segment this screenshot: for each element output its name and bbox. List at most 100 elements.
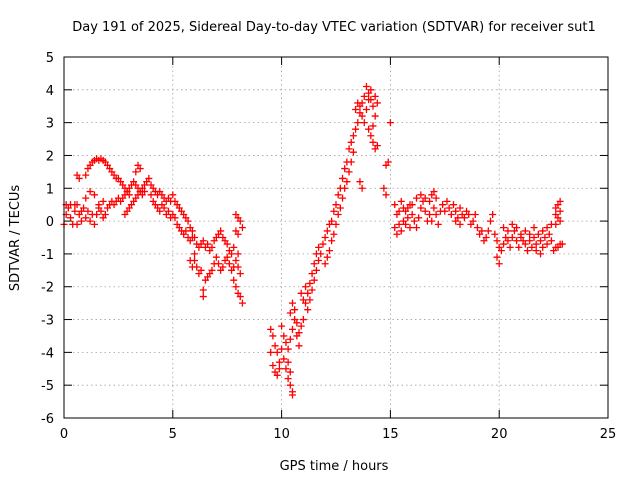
data-point xyxy=(236,293,244,301)
data-point xyxy=(341,165,349,173)
data-point xyxy=(97,207,105,215)
data-point xyxy=(75,174,83,182)
data-point xyxy=(295,342,303,350)
data-point xyxy=(332,201,340,209)
data-point xyxy=(541,234,549,241)
data-point xyxy=(267,325,275,333)
data-point xyxy=(282,339,290,347)
data-point xyxy=(90,191,98,199)
data-point xyxy=(367,132,375,140)
data-point xyxy=(352,125,360,133)
data-point xyxy=(530,224,538,232)
data-point xyxy=(408,201,416,209)
data-point xyxy=(393,230,401,238)
data-point xyxy=(86,188,94,196)
data-point xyxy=(526,237,534,245)
data-point xyxy=(362,83,370,91)
data-point xyxy=(373,99,381,107)
y-tick-label: 4 xyxy=(46,84,54,99)
data-point xyxy=(77,217,85,225)
data-point xyxy=(330,207,338,215)
data-point xyxy=(537,237,545,245)
data-point xyxy=(299,316,307,324)
data-point xyxy=(439,201,447,209)
data-point xyxy=(347,158,355,166)
data-point xyxy=(526,230,534,238)
data-point xyxy=(295,329,303,337)
data-point xyxy=(491,230,499,238)
data-point xyxy=(545,230,553,238)
data-point xyxy=(306,296,314,304)
data-point xyxy=(286,368,294,376)
data-point xyxy=(188,227,196,235)
data-point xyxy=(365,125,373,133)
data-point xyxy=(508,220,516,228)
data-point xyxy=(297,322,305,330)
data-point xyxy=(371,92,379,100)
data-point xyxy=(82,194,90,202)
data-point xyxy=(291,306,299,314)
data-point xyxy=(286,309,294,317)
data-point xyxy=(269,332,277,340)
data-point xyxy=(191,234,199,241)
data-point xyxy=(234,263,242,271)
data-point xyxy=(199,237,207,245)
data-point xyxy=(77,207,85,215)
data-point xyxy=(360,119,368,127)
data-point xyxy=(415,214,423,222)
data-point xyxy=(212,253,220,261)
data-point xyxy=(182,227,190,235)
data-point xyxy=(282,365,290,373)
data-point xyxy=(280,355,288,363)
data-point xyxy=(286,381,294,389)
data-point xyxy=(367,96,375,104)
data-point xyxy=(321,234,329,241)
data-point xyxy=(360,92,368,100)
data-point xyxy=(441,207,449,215)
data-point xyxy=(421,194,429,202)
plot-border xyxy=(63,56,609,419)
data-point xyxy=(319,240,327,248)
data-point xyxy=(547,237,555,245)
data-point xyxy=(484,227,492,235)
data-point xyxy=(228,250,236,258)
data-point xyxy=(371,112,379,120)
data-point xyxy=(271,342,279,350)
data-point xyxy=(430,204,438,212)
data-point xyxy=(288,325,296,333)
data-point xyxy=(341,184,349,192)
data-point xyxy=(234,250,242,258)
data-point xyxy=(404,214,412,222)
data-point xyxy=(136,165,144,173)
data-point xyxy=(238,299,246,307)
data-point xyxy=(537,250,545,258)
data-point xyxy=(365,89,373,97)
data-point xyxy=(352,106,360,114)
data-point xyxy=(391,224,399,232)
data-point xyxy=(310,276,318,284)
data-point xyxy=(358,112,366,120)
data-point xyxy=(336,204,344,212)
x-axis-label: GPS time / hours xyxy=(280,459,389,474)
data-point xyxy=(219,263,227,271)
data-point xyxy=(552,220,560,228)
data-point xyxy=(397,227,405,235)
y-tick-label: 2 xyxy=(46,149,54,164)
data-point xyxy=(132,168,140,176)
data-point xyxy=(334,191,342,199)
data-point xyxy=(238,224,246,232)
data-point xyxy=(354,119,362,127)
plot-frame xyxy=(63,56,609,419)
data-point xyxy=(395,207,403,215)
x-tick-label: 15 xyxy=(382,427,399,442)
data-point xyxy=(391,201,399,209)
data-point xyxy=(452,217,460,225)
data-point xyxy=(308,286,316,294)
data-point xyxy=(328,217,336,225)
data-point xyxy=(275,358,283,366)
data-point xyxy=(304,289,312,297)
data-point xyxy=(71,207,79,215)
